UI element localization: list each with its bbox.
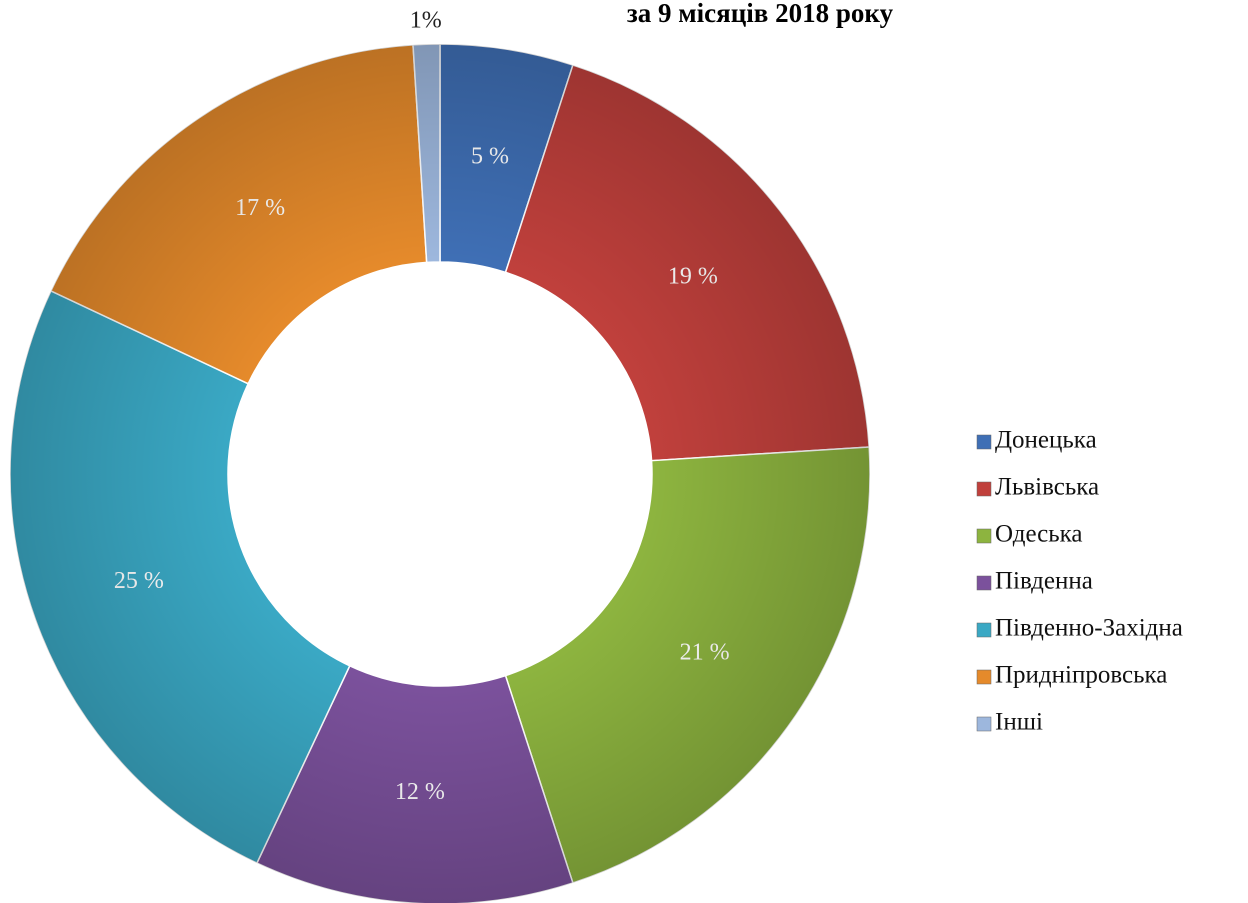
legend-swatch [976, 528, 992, 544]
legend-label: Інші [995, 709, 1043, 736]
legend-swatch [976, 575, 992, 591]
legend-label: Донецька [995, 427, 1097, 454]
chart-title: за 9 місяців 2018 року [627, 0, 894, 28]
legend-swatch [976, 716, 992, 732]
legend-swatch [976, 669, 992, 685]
data-label: 19 % [668, 263, 718, 289]
legend-label: Південно-Західна [995, 615, 1183, 642]
legend-swatch [976, 481, 992, 497]
donut-hole [228, 262, 652, 686]
legend-label: Одеська [995, 521, 1083, 548]
legend-label: Південна [995, 568, 1093, 595]
legend-label: Придніпровська [995, 662, 1167, 689]
data-label: 12 % [395, 779, 445, 805]
data-label: 17 % [235, 195, 285, 221]
data-label: 21 % [680, 639, 730, 665]
legend-swatch [976, 622, 992, 638]
legend-label: Львівська [995, 474, 1099, 501]
data-label: 1% [410, 8, 442, 34]
legend-swatch [976, 434, 992, 450]
data-label: 25 % [114, 568, 164, 594]
data-label: 5 % [471, 143, 509, 169]
